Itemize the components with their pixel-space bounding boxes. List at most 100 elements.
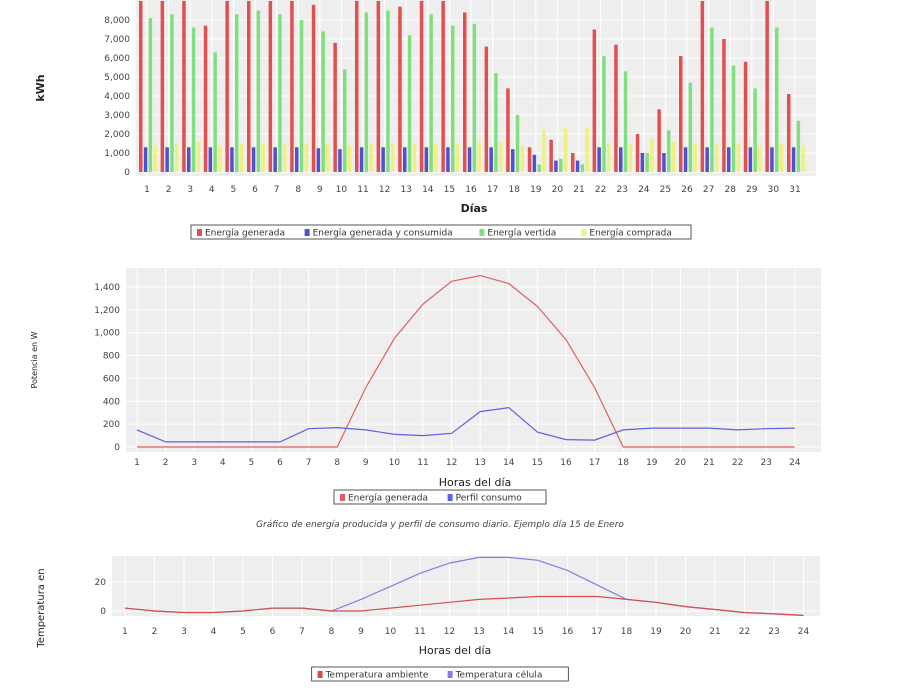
bar-3 <box>688 82 693 172</box>
bar-1 <box>268 1 273 172</box>
temp-x-tick: 23 <box>768 627 779 637</box>
bar-2 <box>403 147 407 172</box>
temp-x-ticks: 1 2 3 4 5 6 7 8 9 10 11 12 13 14 15 16 17 18 19 20 21 22 23 24 <box>122 627 809 637</box>
bar-x-tick: 24 <box>638 185 650 195</box>
bar-1 <box>398 6 402 173</box>
power-line-1 <box>137 274 795 448</box>
bar-y-tick: 3,000 <box>104 111 130 121</box>
power-x-axis-title: Horas del día <box>439 476 512 489</box>
bar-2 <box>208 147 213 172</box>
bar-2 <box>143 147 148 172</box>
legend-label: Energía vertida <box>487 229 556 239</box>
power-caption: Gráfico de energía producida y perfil de… <box>256 520 624 530</box>
power-y-tick: 1,400 <box>94 283 120 293</box>
bar-2 <box>532 154 537 172</box>
bar-x-tick: 27 <box>703 185 714 195</box>
bar-1 <box>614 44 618 173</box>
bar-1 <box>225 1 229 172</box>
bar-4 <box>239 143 244 172</box>
power-x-tick: 12 <box>446 458 457 468</box>
bar-2 <box>187 147 191 172</box>
legend-label: Perfil consumo <box>456 494 523 504</box>
bar-2 <box>251 147 256 172</box>
bar-3 <box>515 115 520 172</box>
bar-4 <box>196 141 201 172</box>
power-series <box>136 274 795 448</box>
power-y-axis-title: Potencia en W <box>30 331 39 388</box>
bar-2 <box>316 148 321 172</box>
bar-4 <box>650 137 654 172</box>
bar-2 <box>489 147 493 172</box>
bar-3 <box>235 14 239 172</box>
bar-2 <box>338 149 342 172</box>
bar-x-tick: 11 <box>357 185 368 195</box>
bar-3 <box>191 27 196 172</box>
power-x-tick: 21 <box>703 458 714 468</box>
legend-swatch <box>581 229 587 236</box>
temp-line-1 <box>124 595 804 616</box>
power-x-tick: 18 <box>617 458 629 468</box>
bar-1 <box>527 147 532 172</box>
temp-x-tick: 17 <box>591 627 602 637</box>
bar-4 <box>261 143 265 172</box>
bar-2 <box>381 147 385 172</box>
bar-1 <box>419 1 424 172</box>
bar-3 <box>321 31 325 173</box>
bar-2 <box>295 147 299 172</box>
bar-2 <box>770 147 774 172</box>
temp-legend: Temperatura ambiente Temperatura célula <box>311 666 569 682</box>
bar-4 <box>585 128 589 172</box>
bar-2 <box>554 160 558 172</box>
legend-label: Energía generada <box>348 494 428 504</box>
temp-x-tick: 4 <box>211 627 217 637</box>
legend-label: Temperatura ambiente <box>325 671 429 681</box>
power-x-tick: 4 <box>220 458 226 468</box>
bar-2 <box>640 153 645 172</box>
temp-x-tick: 10 <box>385 627 397 637</box>
temp-x-tick: 18 <box>621 627 633 637</box>
bar-y-tick: 8,000 <box>104 16 130 26</box>
bar-x-tick: 15 <box>444 185 455 195</box>
legend-label: Temperatura célula <box>455 670 543 681</box>
bar-1 <box>463 12 467 173</box>
power-y-tick: 1,000 <box>94 329 120 339</box>
bar-2 <box>619 147 623 172</box>
bar-1 <box>722 39 726 172</box>
bar-1 <box>549 139 553 172</box>
temp-series <box>124 556 804 616</box>
bar-3 <box>602 56 606 172</box>
power-x-tick: 15 <box>532 458 543 468</box>
bar-1 <box>441 1 445 172</box>
bar-3 <box>407 35 412 173</box>
bar-x-tick: 21 <box>573 185 584 195</box>
power-x-tick: 20 <box>675 458 687 468</box>
bar-4 <box>542 130 546 172</box>
bar-x-ticks: 1 2 3 4 5 6 7 8 9 10 11 12 13 14 15 16 17 18 19 20 21 22 23 24 2… <box>144 185 801 195</box>
bar-3 <box>213 52 217 172</box>
bar-1 <box>700 1 705 172</box>
power-x-tick: 7 <box>306 458 312 468</box>
temp-x-tick: 2 <box>152 627 158 637</box>
bar-3 <box>429 14 433 172</box>
bar-1 <box>290 1 294 172</box>
bar-2 <box>748 147 753 172</box>
bar-1 <box>635 134 640 172</box>
bar-3 <box>645 153 649 172</box>
bar-x-tick: 18 <box>508 185 520 195</box>
temp-y-tick: 20 <box>95 578 107 588</box>
bar-3 <box>170 14 174 172</box>
power-x-tick: 13 <box>474 458 485 468</box>
power-legend: Energía generada Perfil consumo <box>333 489 547 505</box>
legend-swatch <box>317 671 323 678</box>
bar-1 <box>743 61 748 172</box>
bar-4 <box>304 143 309 172</box>
power-x-ticks: 1 2 3 4 5 6 7 8 9 10 11 12 13 14 15 16 17 18 19 20 21 22 23 24 <box>134 458 801 468</box>
bar-x-tick: 10 <box>336 185 348 195</box>
temp-x-tick: 14 <box>503 627 515 637</box>
bar-x-tick: 19 <box>530 185 542 195</box>
power-x-tick: 8 <box>334 458 340 468</box>
legend-label: Energía comprada <box>589 229 671 239</box>
power-x-tick: 23 <box>760 458 771 468</box>
